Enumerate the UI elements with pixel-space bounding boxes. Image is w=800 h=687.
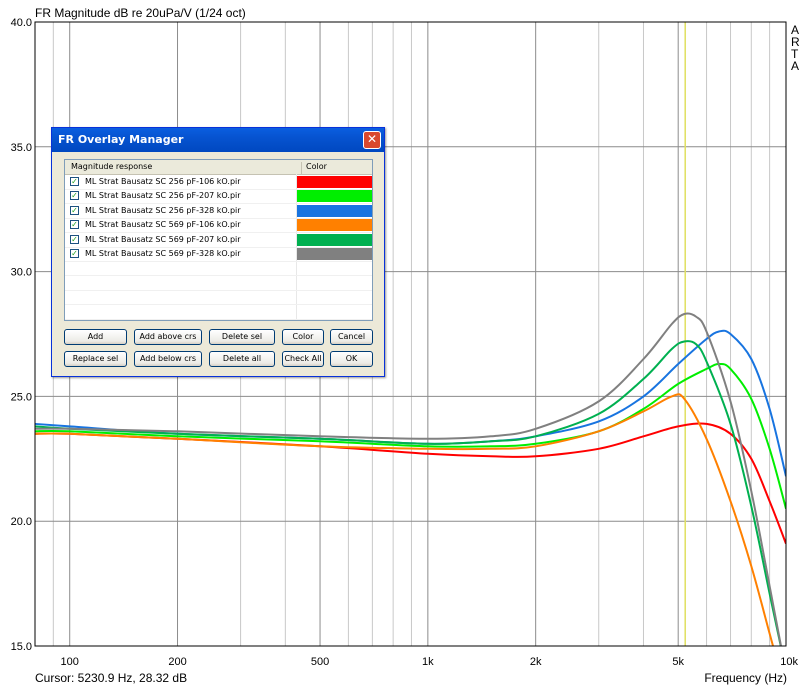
delete-sel-button[interactable]: Delete sel	[209, 329, 275, 345]
overlay-label: ML Strat Bausatz SC 569 pF-106 kO.pir	[85, 220, 241, 230]
list-row-separator	[65, 217, 372, 219]
color-swatch[interactable]	[297, 233, 372, 246]
x-tick-label: 2k	[530, 656, 542, 668]
checkbox[interactable]: ✓	[70, 191, 79, 201]
y-tick-label: 40.0	[11, 17, 32, 29]
series-layer	[35, 312, 786, 646]
list-item[interactable]: ✓ ML Strat Bausatz SC 569 pF-106 kO.pir	[65, 218, 374, 232]
checkbox[interactable]: ✓	[70, 234, 79, 244]
replace-sel-button[interactable]: Replace sel	[64, 351, 127, 367]
close-icon[interactable]: ✕	[363, 131, 381, 149]
add-button[interactable]: Add	[64, 329, 127, 345]
side-letter: A	[791, 23, 799, 37]
color-swatch[interactable]	[297, 219, 372, 232]
delete-all-button[interactable]: Delete all	[209, 351, 275, 367]
x-tick-label: 1k	[422, 656, 434, 668]
color-swatch[interactable]	[297, 248, 372, 260]
list-row-separator	[65, 318, 372, 320]
col-color[interactable]: Color	[301, 162, 327, 174]
check-all-button[interactable]: Check All	[282, 351, 324, 367]
side-letter: R	[791, 35, 800, 49]
y-tick-label: 25.0	[11, 391, 32, 403]
chart-title: FR Magnitude dB re 20uPa/V (1/24 oct)	[35, 6, 246, 20]
x-tick-labels: 100 200 500 1k 2k 5k 10k	[61, 656, 799, 668]
list-item[interactable]: ✓ ML Strat Bausatz SC 569 pF-207 kO.pir	[65, 233, 374, 247]
side-letter: T	[791, 47, 799, 61]
series-line-1	[35, 422, 786, 545]
add-below-crs-button[interactable]: Add below crs	[134, 351, 202, 367]
list-row-separator	[65, 189, 372, 190]
list-row-separator	[65, 289, 372, 291]
checkbox[interactable]: ✓	[70, 249, 79, 258]
list-row-separator	[65, 261, 372, 262]
color-swatch[interactable]	[297, 204, 372, 217]
fr-overlay-manager-dialog: FR Overlay Manager ✕ Magnitude response …	[51, 127, 385, 377]
ok-button[interactable]: OK	[330, 351, 373, 367]
plot-frame	[34, 21, 787, 647]
y-tick-labels: 15.0 20.0 25.0 30.0 35.0 40.0	[11, 17, 32, 653]
cursor-readout: Cursor: 5230.9 Hz, 28.32 dB	[35, 671, 187, 685]
list-item[interactable]: ✓ ML Strat Bausatz SC 256 pF-328 kO.pir	[65, 204, 374, 218]
overlay-label: ML Strat Bausatz SC 569 pF-207 kO.pir	[85, 234, 241, 244]
y-tick-label: 30.0	[11, 267, 32, 279]
add-above-crs-button[interactable]: Add above crs	[134, 329, 202, 345]
y-tick-label: 15.0	[11, 641, 32, 653]
list-header: Magnitude response Color	[65, 160, 372, 175]
overlay-label: ML Strat Bausatz SC 256 pF-207 kO.pir	[85, 191, 241, 201]
series-line-2	[35, 362, 786, 509]
x-tick-label: 5k	[672, 656, 684, 668]
overlay-label: ML Strat Bausatz SC 256 pF-328 kO.pir	[85, 205, 241, 215]
col-magnitude-response[interactable]: Magnitude response	[71, 162, 153, 171]
list-row-separator	[65, 275, 372, 277]
checkbox[interactable]: ✓	[70, 220, 79, 230]
color-button[interactable]: Color	[282, 329, 324, 345]
list-item[interactable]: ✓ ML Strat Bausatz SC 569 pF-328 kO.pir	[65, 247, 374, 261]
side-letter: A	[791, 59, 799, 73]
checkbox[interactable]: ✓	[70, 177, 79, 186]
list-item[interactable]: ✓ ML Strat Bausatz SC 256 pF-106 kO.pir	[65, 175, 374, 189]
overlay-label: ML Strat Bausatz SC 569 pF-328 kO.pir	[85, 249, 241, 258]
dialog-title: FR Overlay Manager	[58, 133, 184, 146]
cancel-button[interactable]: Cancel	[330, 329, 373, 345]
series-line-6	[35, 312, 783, 646]
overlay-label: ML Strat Bausatz SC 256 pF-106 kO.pir	[85, 177, 241, 186]
list-row-separator	[65, 203, 372, 205]
series-line-4	[35, 393, 775, 646]
color-swatch[interactable]	[297, 176, 372, 188]
list-row-separator	[65, 232, 372, 234]
color-swatch[interactable]	[297, 190, 372, 203]
x-axis-label: Frequency (Hz)	[704, 671, 787, 685]
list-row-separator	[65, 304, 372, 306]
y-tick-label: 20.0	[11, 516, 32, 528]
list-item[interactable]: ✓ ML Strat Bausatz SC 256 pF-207 kO.pir	[65, 189, 374, 203]
x-tick-label: 100	[61, 656, 79, 668]
x-tick-label: 200	[168, 656, 186, 668]
y-tick-label: 35.0	[11, 142, 32, 154]
checkbox[interactable]: ✓	[70, 205, 79, 215]
overlay-list[interactable]: Magnitude response Color ✓ ML Strat Bausa…	[64, 159, 373, 321]
dialog-titlebar[interactable]: FR Overlay Manager ✕	[52, 128, 384, 152]
x-tick-label: 10k	[780, 656, 798, 668]
list-row-separator	[65, 246, 372, 248]
series-line-5	[35, 340, 782, 646]
x-tick-label: 500	[311, 656, 329, 668]
